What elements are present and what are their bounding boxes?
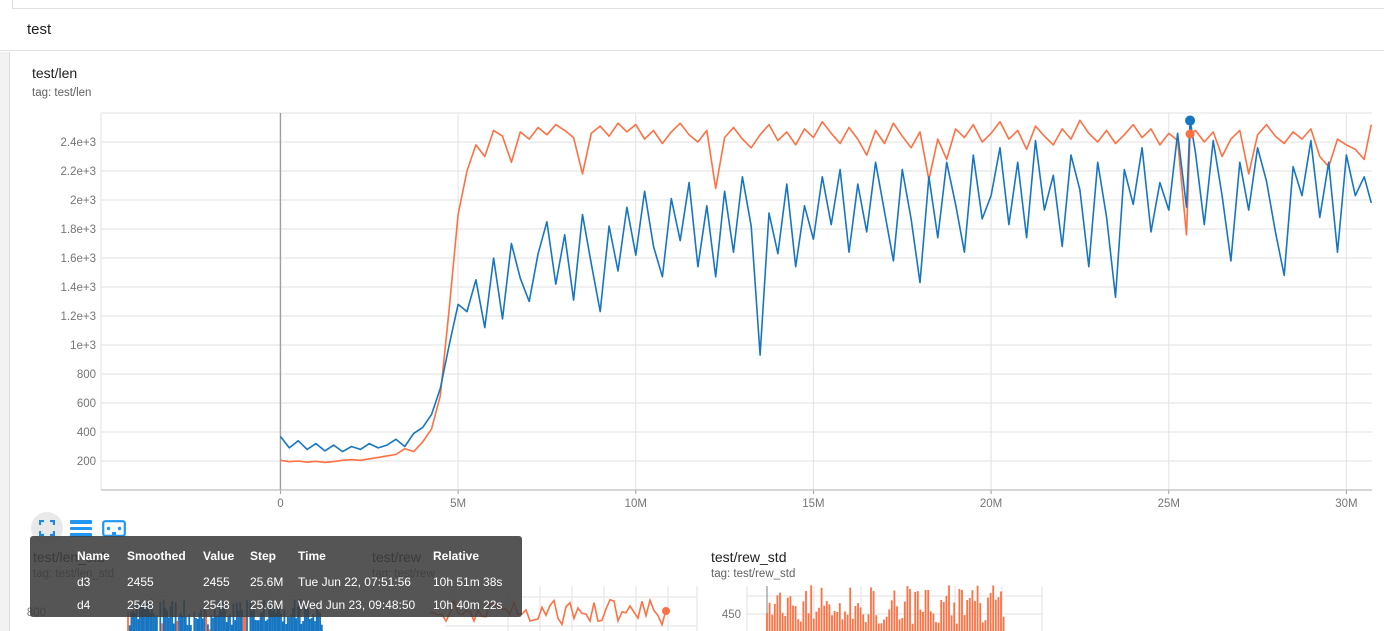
- top-strip-border: [12, 8, 1384, 9]
- svg-text:1.8e+3: 1.8e+3: [61, 224, 97, 236]
- tooltip-header-smoothed: Smoothed: [127, 548, 186, 563]
- svg-text:0: 0: [277, 498, 283, 510]
- hover-tooltip: Name Smoothed Value Step Time Relative d3 2455 2…: [30, 536, 522, 617]
- chart-title-test-len: test/len: [32, 65, 78, 81]
- svg-text:2e+3: 2e+3: [70, 195, 96, 207]
- fit-domain-icon[interactable]: [102, 520, 126, 537]
- svg-text:600: 600: [77, 398, 96, 410]
- series-d3: [280, 119, 1373, 464]
- test-len-chart[interactable]: 200 400 600 800 1e+3 1.2e+3 1.4e+3 1.6e+3 1.8e+3…: [0, 55, 1384, 515]
- svg-text:1e+3: 1e+3: [70, 340, 96, 352]
- svg-text:400: 400: [77, 427, 96, 439]
- hamburger-icon[interactable]: [70, 520, 92, 537]
- svg-text:15M: 15M: [802, 498, 824, 510]
- rew-std-series: [766, 585, 1005, 631]
- chart-tag-test-len: tag: test/len: [32, 87, 92, 99]
- top-strip-divider: [12, 0, 13, 9]
- rew-end-dot: [662, 607, 670, 615]
- tooltip-header-name: Name: [77, 548, 110, 563]
- svg-text:5M: 5M: [450, 498, 466, 510]
- series-d4: [279, 119, 1373, 453]
- hover-dot-d4: [1185, 115, 1196, 126]
- svg-text:800: 800: [77, 369, 96, 381]
- svg-text:10M: 10M: [625, 498, 647, 510]
- top-strip: [0, 0, 1384, 9]
- svg-text:1.6e+3: 1.6e+3: [61, 253, 97, 265]
- chart-title-test-rew-std: test/rew_std: [711, 549, 787, 565]
- svg-text:1.4e+3: 1.4e+3: [61, 282, 97, 294]
- section-header-test[interactable]: test: [0, 9, 1384, 51]
- tooltip-header-relative: Relative: [433, 548, 480, 563]
- chart-tag-test-rew-std: tag: test/rew_std: [711, 568, 796, 580]
- svg-text:1.2e+3: 1.2e+3: [61, 311, 97, 323]
- plot-area: 200 400 600 800 1e+3 1.2e+3 1.4e+3 1.6e+3 1.8e+3…: [61, 112, 1373, 510]
- tooltip-header-row: Name Smoothed Value Step Time Relative: [43, 545, 522, 566]
- svg-text:2.2e+3: 2.2e+3: [61, 166, 97, 178]
- tooltip-header-value: Value: [203, 548, 235, 563]
- section-title: test: [27, 21, 52, 38]
- svg-text:30M: 30M: [1335, 498, 1357, 510]
- tooltip-row-d4: d4 2548 2548 25.6M Wed Jun 23, 09:48:50 10h 4…: [77, 597, 503, 612]
- rew-std-y-tick: 450: [722, 609, 741, 621]
- page-left-gutter: [0, 52, 10, 631]
- hover-dot-d3: [1185, 129, 1195, 139]
- svg-text:20M: 20M: [980, 498, 1002, 510]
- tooltip-header-time: Time: [298, 548, 326, 563]
- tooltip-header-step: Step: [250, 548, 277, 563]
- svg-text:2.4e+3: 2.4e+3: [61, 137, 97, 149]
- tooltip-row-d3: d3 2455 2455 25.6M Tue Jun 22, 07:51:56 10h 5…: [77, 574, 503, 589]
- svg-text:200: 200: [77, 456, 96, 468]
- expand-icon: [39, 520, 55, 536]
- svg-text:25M: 25M: [1158, 498, 1180, 510]
